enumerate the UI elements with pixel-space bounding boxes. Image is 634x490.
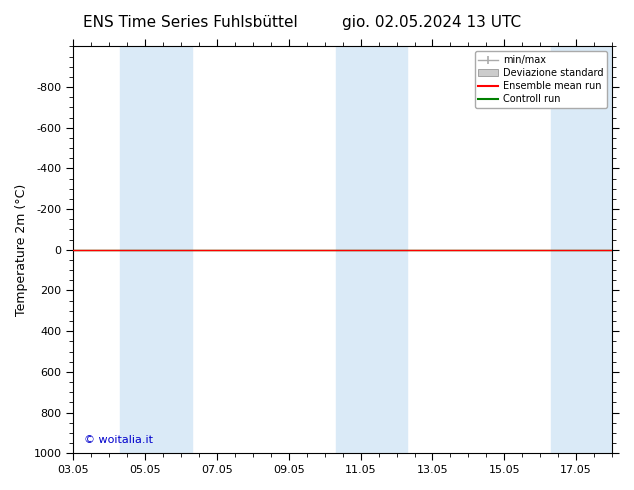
Text: gio. 02.05.2024 13 UTC: gio. 02.05.2024 13 UTC (342, 15, 521, 30)
Bar (120, 47, 192, 453)
Bar (551, 47, 612, 453)
Text: ENS Time Series Fuhlsbüttel: ENS Time Series Fuhlsbüttel (83, 15, 297, 30)
Bar (335, 47, 408, 453)
Y-axis label: Temperature 2m (°C): Temperature 2m (°C) (15, 184, 28, 316)
Text: © woitalia.it: © woitalia.it (84, 435, 153, 445)
Legend: min/max, Deviazione standard, Ensemble mean run, Controll run: min/max, Deviazione standard, Ensemble m… (475, 51, 607, 108)
